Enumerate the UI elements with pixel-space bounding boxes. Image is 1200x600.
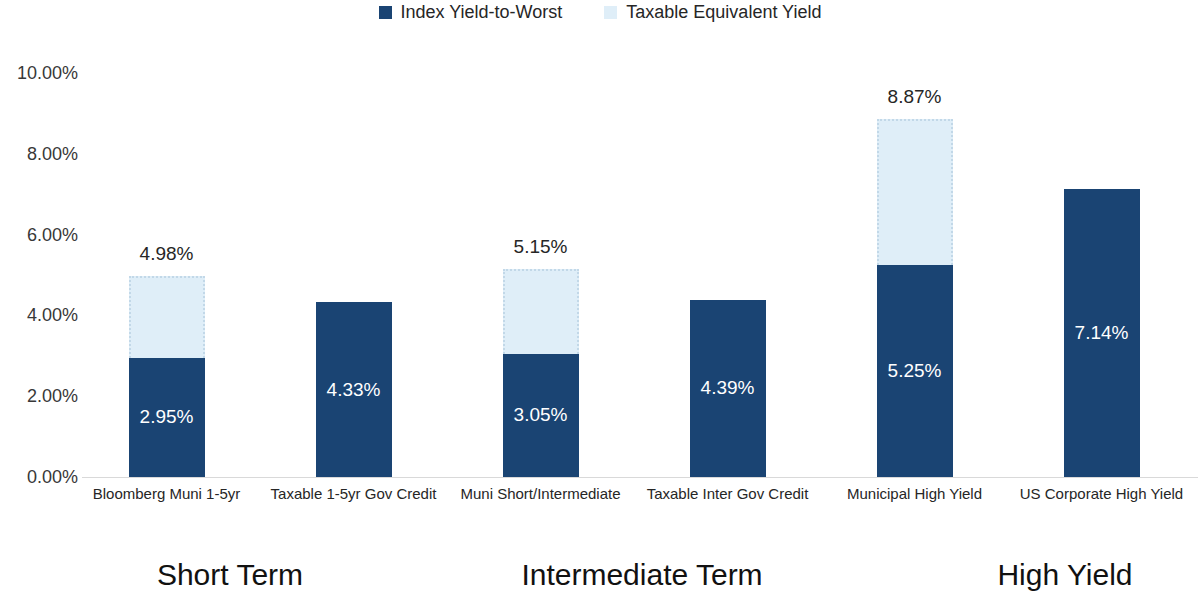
bar-segment-index-yield-to-worst: 7.14%	[1064, 189, 1140, 477]
legend-label-taxable-equivalent-yield: Taxable Equivalent Yield	[626, 2, 821, 23]
bar-segment-index-yield-to-worst: 5.25%	[877, 265, 953, 477]
y-axis-tick-label: 10.00%	[0, 62, 78, 84]
legend-swatch-index-yield-to-worst-icon	[379, 6, 392, 19]
stack-total-label: 8.87%	[845, 86, 985, 108]
stack-total-label: 4.98%	[97, 243, 237, 265]
bar-segment-index-yield-to-worst: 3.05%	[503, 354, 579, 477]
x-axis-line	[82, 477, 1198, 478]
y-axis-tick-label: 8.00%	[0, 143, 78, 165]
legend-item-index-yield-to-worst: Index Yield-to-Worst	[379, 2, 563, 23]
y-axis-tick-label: 4.00%	[0, 304, 78, 326]
bar-segment-index-yield-to-worst: 4.33%	[316, 302, 392, 477]
group-label: Intermediate Term	[482, 558, 802, 592]
bar-segment-taxable-equivalent-yield	[129, 276, 205, 358]
y-axis-tick-label: 2.00%	[0, 385, 78, 407]
stack-total-label: 5.15%	[471, 236, 611, 258]
category-label: US Corporate High Yield	[992, 485, 1200, 502]
yield-comparison-chart: Index Yield-to-Worst Taxable Equivalent …	[0, 0, 1200, 600]
legend-item-taxable-equivalent-yield: Taxable Equivalent Yield	[604, 2, 821, 23]
chart-legend: Index Yield-to-Worst Taxable Equivalent …	[0, 2, 1200, 23]
group-label: High Yield	[905, 558, 1200, 592]
bar-segment-index-yield-to-worst: 4.39%	[690, 300, 766, 477]
legend-label-index-yield-to-worst: Index Yield-to-Worst	[401, 2, 563, 23]
bar-segment-taxable-equivalent-yield	[503, 269, 579, 354]
bar-segment-taxable-equivalent-yield	[877, 119, 953, 265]
legend-swatch-taxable-equivalent-yield-icon	[604, 6, 617, 19]
group-label: Short Term	[70, 558, 390, 592]
y-axis-tick-label: 6.00%	[0, 224, 78, 246]
bar-segment-index-yield-to-worst: 2.95%	[129, 358, 205, 477]
